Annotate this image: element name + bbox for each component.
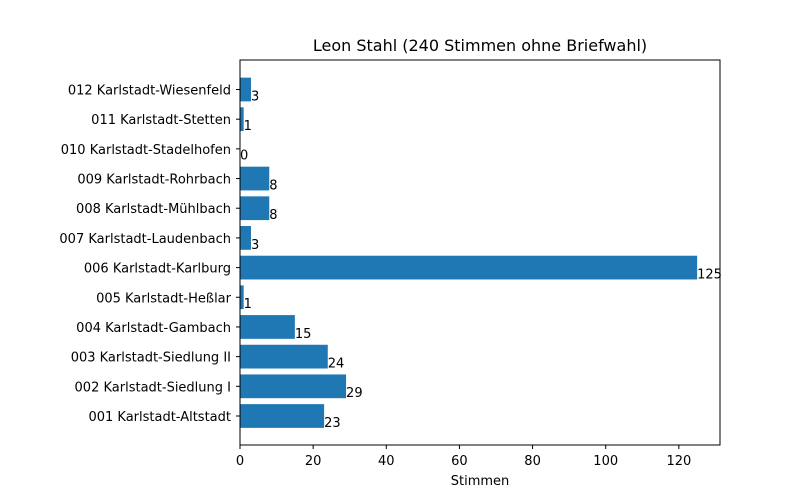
x-tick-label: 100 — [593, 454, 618, 469]
bar — [240, 77, 251, 102]
bar-value-label: 0 — [240, 149, 248, 164]
y-tick-label: 004 Karlstadt-Gambach — [76, 321, 231, 336]
x-tick-label: 80 — [524, 454, 541, 469]
bar — [240, 196, 270, 221]
y-tick-label: 011 Karlstadt-Stetten — [91, 113, 231, 128]
y-tick-label: 009 Karlstadt-Rohrbach — [77, 173, 231, 188]
bar-value-label: 3 — [251, 89, 259, 104]
bar-value-label: 8 — [269, 208, 277, 223]
y-tick-label: 006 Karlstadt-Karlburg — [84, 262, 231, 277]
y-tick-label: 005 Karlstadt-Heßlar — [96, 291, 232, 306]
bar — [240, 285, 244, 310]
bar — [240, 166, 270, 191]
y-tick-label: 008 Karlstadt-Mühlbach — [76, 202, 231, 217]
x-tick-label: 0 — [236, 454, 244, 469]
y-tick-label: 012 Karlstadt-Wiesenfeld — [68, 84, 231, 99]
bar-value-label: 24 — [328, 357, 345, 372]
y-tick-label: 010 Karlstadt-Stadelhofen — [61, 143, 231, 158]
bar-value-label: 8 — [269, 178, 277, 193]
bar — [240, 344, 328, 369]
plot-frame — [239, 59, 721, 446]
y-axis: 001 Karlstadt-Altstadt 002 Karlstadt-Sied… — [59, 84, 240, 425]
x-tick-label: 20 — [305, 454, 322, 469]
bar — [240, 255, 698, 280]
bars-group — [240, 77, 698, 428]
x-tick-label: 40 — [378, 454, 395, 469]
bar-value-label: 23 — [324, 416, 341, 431]
bar-value-label: 15 — [295, 327, 312, 342]
x-tick-label: 120 — [666, 454, 691, 469]
x-tick-label: 60 — [451, 454, 468, 469]
bar-value-label: 1 — [244, 297, 252, 312]
bar — [240, 404, 325, 428]
y-tick-label: 003 Karlstadt-Siedlung II — [71, 351, 231, 366]
bar-value-label: 1 — [244, 119, 252, 134]
bar — [240, 374, 347, 399]
bar — [240, 226, 251, 250]
y-tick-label: 001 Karlstadt-Altstadt — [88, 410, 231, 425]
bar — [240, 315, 295, 339]
bar — [240, 107, 244, 132]
x-axis-label: Stimmen — [451, 474, 510, 489]
bar-value-label: 3 — [251, 238, 259, 253]
y-tick-label: 007 Karlstadt-Laudenbach — [59, 232, 231, 247]
bar-value-label: 29 — [346, 386, 363, 401]
x-axis: 0 20 40 60 80 100 120 — [236, 445, 691, 469]
bar-value-label: 125 — [697, 267, 722, 282]
y-tick-label: 002 Karlstadt-Siedlung I — [75, 380, 231, 395]
chart-title: Leon Stahl (240 Stimmen ohne Briefwahl) — [313, 36, 647, 55]
